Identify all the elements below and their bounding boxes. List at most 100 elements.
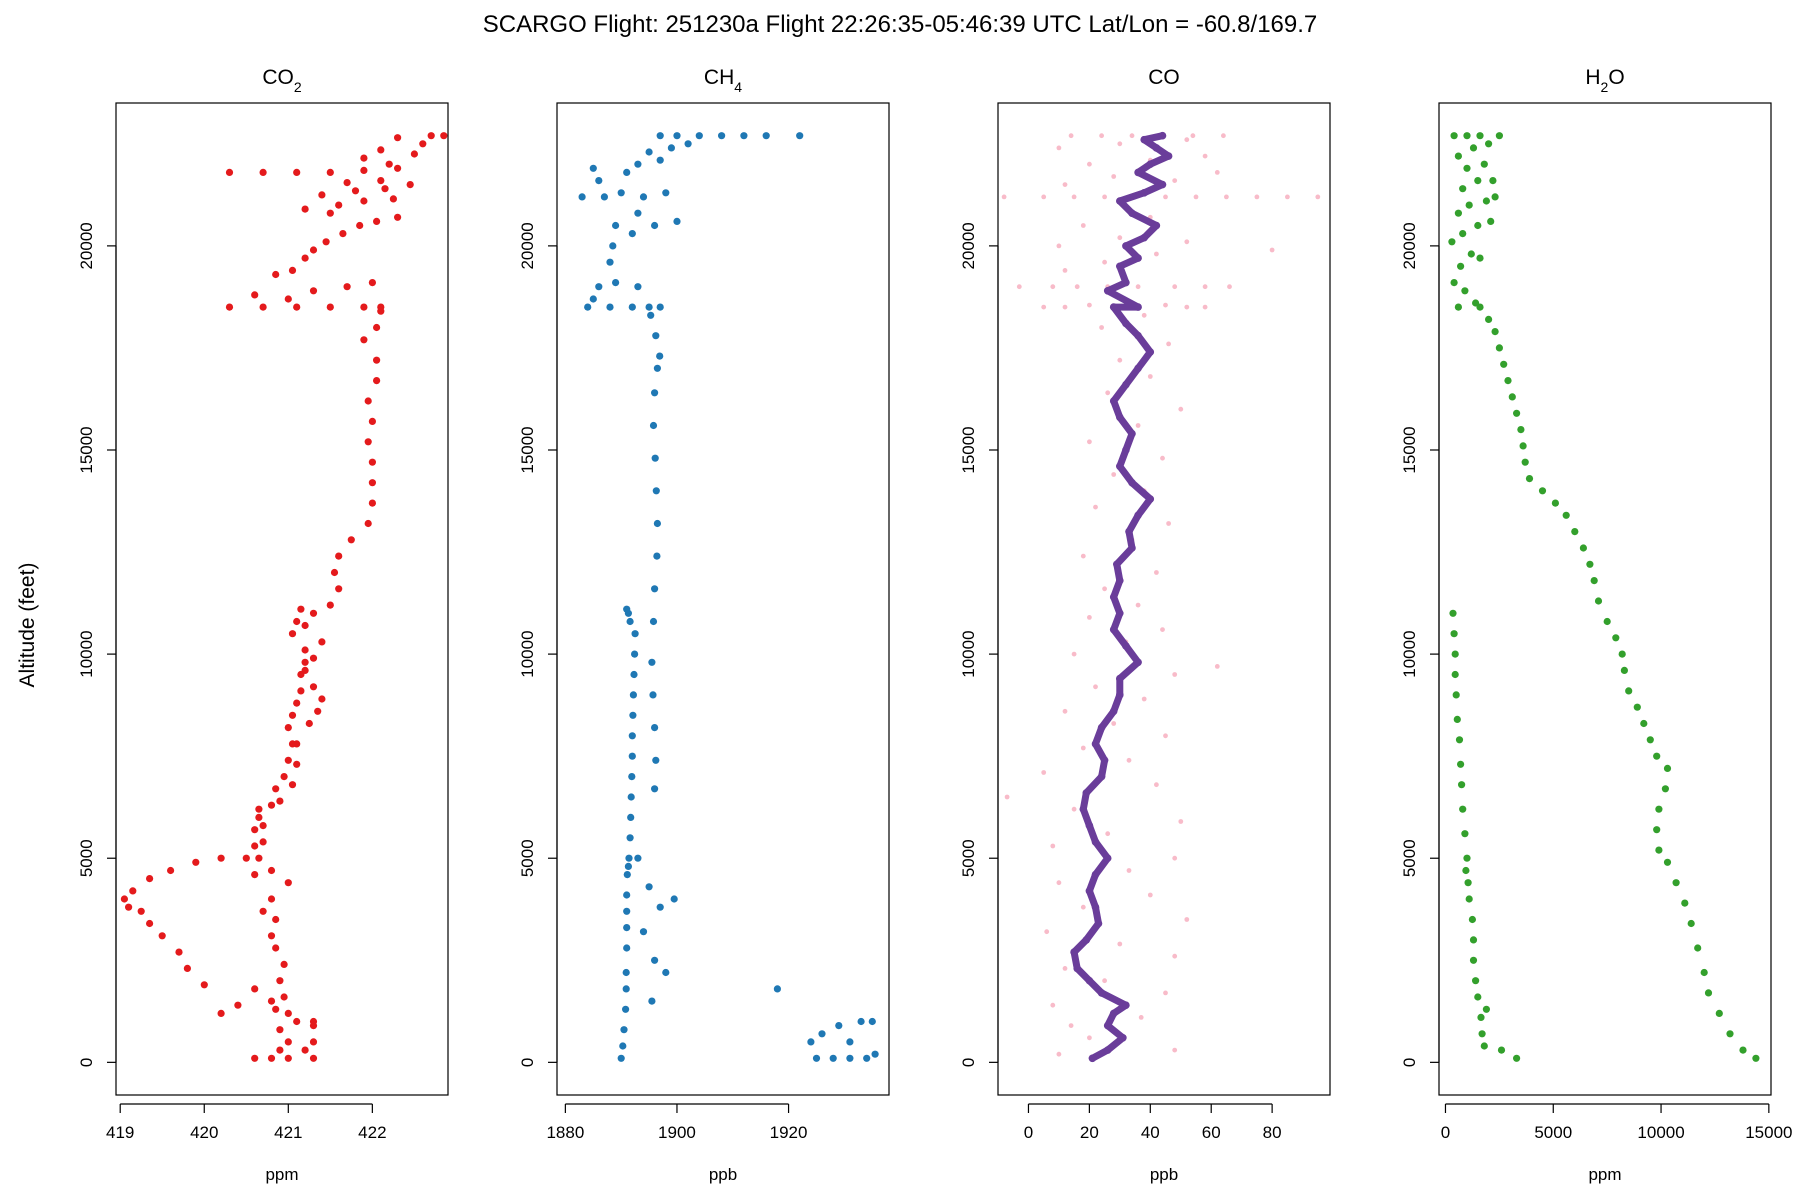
data-point: [623, 924, 631, 932]
data-point: [1091, 903, 1100, 911]
data-point: [1146, 160, 1155, 168]
data-point: [1140, 135, 1148, 144]
x-axis-label: ppb: [1150, 1165, 1178, 1184]
data-point: [1062, 182, 1068, 188]
data-point: [1134, 303, 1142, 311]
data-point: [1097, 989, 1106, 997]
data-point: [1146, 495, 1155, 503]
data-point: [651, 585, 659, 593]
data-point: [251, 826, 259, 834]
data-point: [1087, 615, 1092, 620]
data-point: [1062, 966, 1068, 971]
data-point: [1116, 262, 1124, 271]
data-point: [1116, 413, 1124, 422]
data-point: [1068, 1023, 1074, 1028]
data-point: [1469, 144, 1478, 152]
data-point: [647, 311, 655, 319]
data-point: [129, 887, 137, 895]
data-point: [1041, 770, 1047, 775]
data-point: [389, 195, 397, 203]
data-point: [846, 1054, 854, 1062]
data-point: [326, 601, 334, 609]
data-point: [1116, 674, 1124, 683]
data-point: [301, 646, 309, 654]
panel-title-main: CO: [1148, 66, 1180, 89]
data-point: [584, 303, 592, 311]
panel-title: H2O: [1585, 66, 1624, 95]
x-axis-label: ppm: [265, 1165, 298, 1184]
data-point: [1056, 243, 1062, 249]
data-point: [377, 177, 385, 185]
data-point: [1653, 826, 1661, 834]
data-point: [1646, 736, 1654, 744]
data-point: [326, 209, 334, 217]
data-series-1: [578, 132, 879, 1062]
data-point: [620, 1026, 628, 1034]
data-point: [1147, 374, 1153, 379]
data-point: [1485, 140, 1493, 148]
data-point: [251, 871, 259, 879]
data-point: [1489, 177, 1497, 185]
data-point: [1087, 302, 1092, 308]
data-point: [1495, 344, 1503, 352]
y-tick-label: 5000: [1400, 839, 1419, 877]
plot-frame: [1438, 102, 1772, 1096]
x-tick-label: 421: [274, 1123, 302, 1142]
data-point: [284, 756, 292, 764]
data-point: [1091, 838, 1100, 846]
data-point: [649, 617, 658, 626]
data-point: [1073, 964, 1081, 973]
data-point: [589, 295, 597, 303]
data-point: [1134, 658, 1142, 667]
data-point: [284, 724, 292, 732]
data-point: [628, 773, 636, 781]
data-point: [326, 168, 334, 176]
data-point: [276, 977, 284, 985]
data-point: [656, 303, 664, 311]
data-point: [326, 303, 334, 311]
data-point: [1163, 990, 1168, 996]
data-point: [656, 156, 664, 164]
data-point: [1603, 617, 1611, 626]
data-point: [1521, 458, 1529, 466]
data-point: [1519, 442, 1527, 450]
y-tick-label: 0: [959, 1058, 978, 1067]
data-point: [1117, 357, 1123, 363]
panel-title-main: CO: [262, 66, 294, 89]
data-point: [1122, 642, 1130, 650]
data-point: [1105, 831, 1111, 837]
data-point: [1109, 707, 1118, 716]
data-point: [297, 670, 305, 679]
plot-frame: [115, 102, 449, 1096]
plot-frame: [556, 102, 890, 1096]
data-point: [1202, 304, 1208, 310]
data-point: [288, 630, 297, 638]
data-point: [259, 838, 267, 846]
data-point: [339, 230, 347, 238]
data-point: [1454, 152, 1462, 160]
data-point: [259, 822, 267, 830]
data-point: [242, 854, 250, 862]
data-point: [360, 303, 368, 311]
data-series-1: [1448, 132, 1760, 1062]
data-point: [1116, 197, 1124, 205]
data-point: [251, 291, 259, 299]
panel-title-subscript: 2: [1601, 79, 1609, 95]
data-point: [628, 230, 636, 238]
data-point: [1102, 194, 1107, 200]
data-point: [740, 132, 748, 140]
data-point: [373, 377, 381, 385]
data-point: [617, 1054, 625, 1062]
data-point: [762, 132, 770, 140]
data-point: [347, 536, 355, 544]
data-point: [272, 1005, 280, 1013]
data-point: [1269, 247, 1275, 253]
data-point: [1070, 948, 1078, 956]
data-point: [158, 932, 166, 940]
data-point: [234, 1001, 242, 1009]
data-point: [648, 658, 656, 666]
data-point: [293, 760, 301, 768]
data-point: [1538, 487, 1547, 495]
data-point: [1482, 197, 1490, 205]
